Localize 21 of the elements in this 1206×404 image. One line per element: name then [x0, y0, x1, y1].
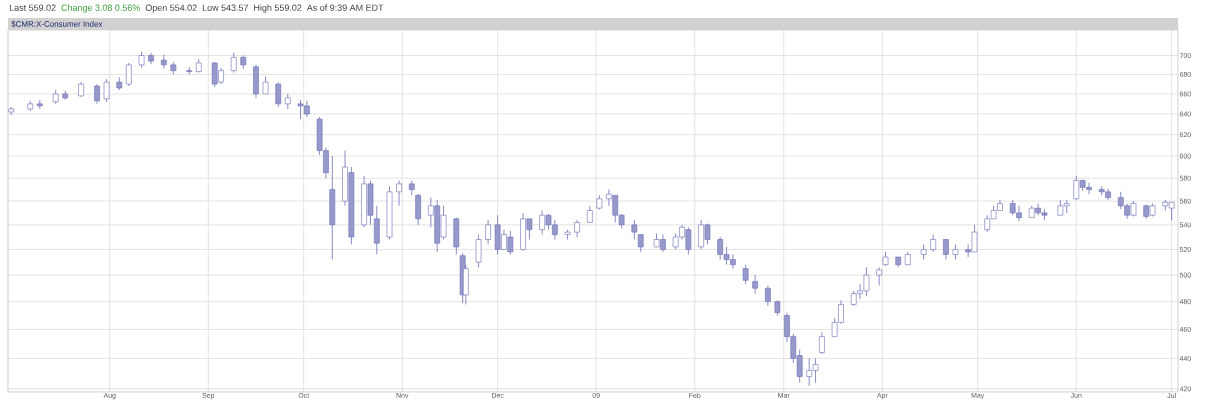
candlestick — [103, 78, 110, 103]
candlestick — [415, 193, 421, 226]
candlestick — [819, 331, 825, 355]
candlestick — [876, 266, 882, 286]
candlestick — [765, 285, 771, 307]
candlestick — [943, 239, 949, 260]
candlestick — [230, 52, 237, 73]
candlestick — [742, 264, 749, 285]
candlestick — [275, 81, 282, 108]
candlestick — [125, 62, 132, 87]
text: Open 554.02 — [145, 4, 197, 13]
candlestick — [396, 180, 402, 207]
candlestick — [94, 83, 100, 105]
text: Low 543.57 — [202, 4, 249, 11]
text: Last 559.02 — [9, 4, 56, 11]
candlestick — [485, 219, 491, 245]
text: High 559.02 — [254, 4, 302, 13]
text: Change 3.08 0.56% — [61, 4, 140, 13]
candlestick — [752, 274, 758, 294]
candlestick — [475, 234, 482, 268]
text: As of 9:39 AM EDT — [306, 4, 384, 11]
